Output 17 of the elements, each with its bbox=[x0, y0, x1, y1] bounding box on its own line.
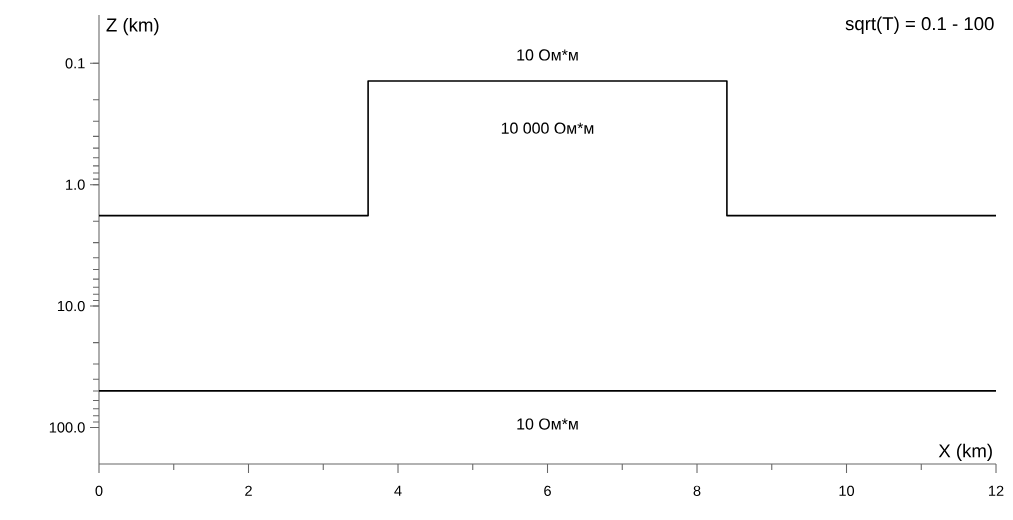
y-tick-label: 10.0 bbox=[57, 300, 85, 312]
annotation: 10 000 Ом*м bbox=[501, 122, 594, 134]
x-tick-label: 12 bbox=[988, 485, 1004, 496]
y-axis-title: Z (km) bbox=[106, 17, 159, 36]
x-tick-label: 8 bbox=[693, 485, 701, 497]
x-tick-label: 2 bbox=[245, 485, 252, 496]
x-axis-title: X (km) bbox=[938, 443, 992, 462]
annotation: 10 Ом*м bbox=[517, 418, 578, 430]
annotation: sqrt(T) = 0.1 - 100 bbox=[845, 16, 994, 34]
y-tick-label: 1.0 bbox=[66, 179, 85, 190]
x-tick-label: 6 bbox=[544, 485, 551, 497]
annotation: 10 Ом*м bbox=[517, 49, 578, 61]
x-tick-label: 0 bbox=[95, 485, 103, 497]
x-tick-label: 10 bbox=[839, 485, 855, 497]
y-tick-label: 0.1 bbox=[65, 58, 85, 69]
x-tick-label: 4 bbox=[394, 485, 402, 496]
y-tick-label: 100.0 bbox=[49, 422, 85, 433]
